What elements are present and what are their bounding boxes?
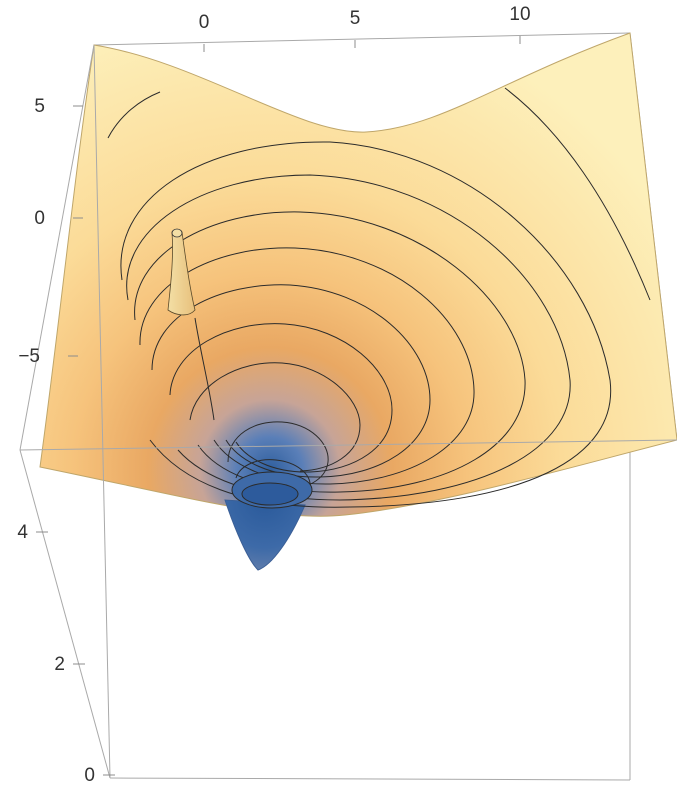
potential-surface (39, 32, 677, 571)
z-tick-label: 4 (17, 522, 28, 543)
y-axis-ticks: 5 0 −5 (18, 96, 83, 367)
y-tick-label: 5 (34, 96, 45, 117)
x-tick-label: 5 (350, 8, 361, 29)
y-tick-label: 0 (34, 208, 45, 229)
surface-spike (167, 228, 215, 421)
z-tick-label: 2 (54, 654, 65, 675)
z-tick-label: 0 (84, 765, 95, 786)
x-tick-label: 0 (199, 12, 210, 33)
x-axis-ticks: 0 5 10 (199, 4, 531, 52)
y-tick-label: −5 (18, 346, 40, 367)
bounding-box-front (19, 44, 677, 779)
z-axis-ticks: 4 2 0 (17, 522, 115, 786)
x-tick-label: 10 (509, 4, 530, 25)
well-bottom (231, 471, 313, 509)
